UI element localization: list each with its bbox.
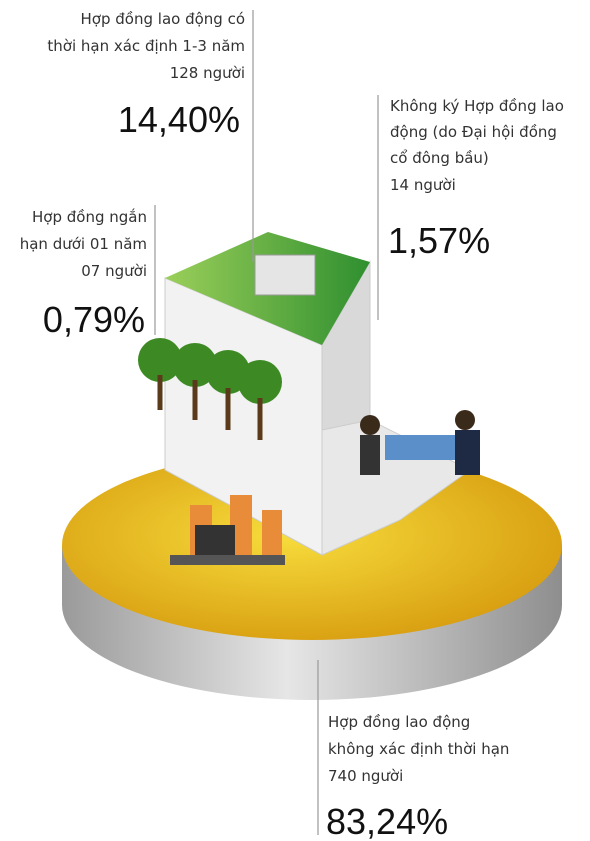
label: Hợp đồng ngắn (32, 208, 147, 226)
count: 14 người (390, 176, 456, 194)
label: Hợp đồng lao động có (81, 10, 245, 28)
percent: 0,79% (43, 299, 145, 340)
count: 740 người (328, 767, 403, 785)
percent: 83,24% (326, 801, 448, 841)
label: không xác định thời hạn (328, 740, 509, 758)
label: hạn dưới 01 năm (20, 235, 147, 253)
percent: 14,40% (118, 99, 240, 140)
label: động (do Đại hội đồng (390, 123, 557, 141)
label: Hợp đồng lao động (328, 713, 470, 731)
count: 07 người (81, 262, 147, 280)
percent: 1,57% (388, 220, 490, 261)
label: Không ký Hợp đồng lao (390, 97, 564, 115)
count: 128 người (170, 64, 245, 82)
illustration (62, 232, 562, 700)
label: cổ đông bầu) (390, 149, 489, 167)
leader-lines (154, 10, 379, 835)
label: thời hạn xác định 1-3 năm (47, 37, 245, 55)
